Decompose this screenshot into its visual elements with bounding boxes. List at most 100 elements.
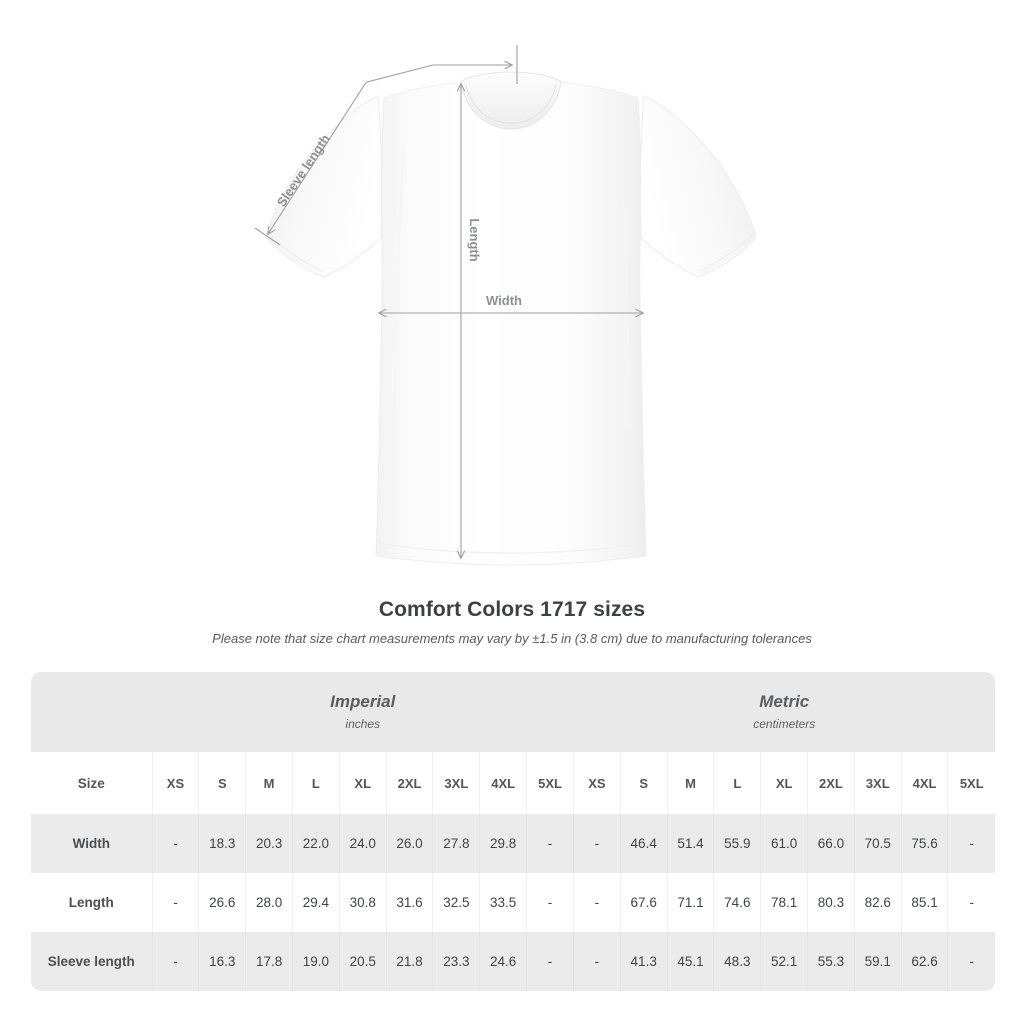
cell-width-imperial-2xl: 26.0: [385, 814, 433, 873]
cell-width-imperial-xl: 24.0: [338, 814, 387, 873]
cell-length-imperial-xl: 30.8: [338, 873, 387, 932]
unit-metric-name: Metric: [759, 692, 810, 711]
shirt-body: [375, 81, 647, 566]
cell-sleeve-metric-xl: 52.1: [760, 932, 808, 991]
col-header-imperial-2xl: 2XL: [385, 752, 433, 814]
cell-width-metric-5xl: -: [947, 814, 995, 873]
collar-inner-line: [465, 84, 557, 124]
sleeve-shoulder-segment: [364, 64, 434, 85]
cell-width-metric-xs: -: [572, 814, 621, 873]
cell-length-metric-xs: -: [572, 873, 621, 932]
cell-length-imperial-xs: -: [151, 873, 199, 932]
cell-length-imperial-s: 26.6: [198, 873, 246, 932]
col-header-metric-xs: XS: [572, 752, 621, 814]
width-label: Width: [486, 293, 522, 308]
cell-width-imperial-4xl: 29.8: [479, 814, 527, 873]
cell-sleeve-imperial-3xl: 23.3: [432, 932, 480, 991]
cell-length-metric-l: 74.6: [713, 873, 761, 932]
length-label: Length: [467, 218, 482, 261]
col-header-imperial-3xl: 3XL: [432, 752, 480, 814]
col-header-imperial-xs: XS: [151, 752, 199, 814]
unit-imperial-sub: inches: [345, 717, 381, 731]
title-block: Comfort Colors 1717 sizes Please note th…: [0, 596, 1024, 650]
cell-length-metric-4xl: 85.1: [900, 873, 948, 932]
size-header-row: Size XS S M L XL 2XL 3XL 4XL 5XL XS S M …: [31, 752, 995, 814]
cell-width-imperial-l: 22.0: [292, 814, 340, 873]
row-label-sleeve-length: Sleeve length: [31, 932, 153, 991]
sleeve-cuff-tick: [254, 227, 281, 246]
cell-length-metric-m: 71.1: [666, 873, 714, 932]
col-header-metric-l: L: [713, 752, 761, 814]
col-header-metric-4xl: 4XL: [900, 752, 948, 814]
cell-sleeve-imperial-s: 16.3: [198, 932, 246, 991]
left-sleeve-hem: [267, 232, 325, 273]
col-header-metric-m: M: [666, 752, 714, 814]
cell-sleeve-metric-s: 41.3: [619, 932, 668, 991]
unit-imperial-cell: Imperial inches: [152, 672, 574, 752]
fold-left: [393, 149, 405, 431]
page-title: Comfort Colors 1717 sizes: [378, 598, 646, 621]
cell-sleeve-imperial-2xl: 21.8: [385, 932, 433, 991]
cell-length-metric-s: 67.6: [619, 873, 668, 932]
table-row: Length - 26.6 28.0 29.4 30.8 31.6 32.5 3…: [31, 873, 995, 932]
cell-sleeve-imperial-xs: -: [151, 932, 199, 991]
cell-width-imperial-5xl: -: [526, 814, 574, 873]
unit-header-row: Imperial inches Metric centimeters: [31, 672, 995, 752]
cell-length-imperial-l: 29.4: [292, 873, 340, 932]
cell-length-metric-5xl: -: [947, 873, 995, 932]
cell-sleeve-metric-3xl: 59.1: [853, 932, 902, 991]
unit-spacer-cell: [31, 672, 153, 752]
col-header-metric-3xl: 3XL: [853, 752, 902, 814]
col-header-metric-xl: XL: [760, 752, 808, 814]
hem-line: [377, 542, 645, 554]
collar: [460, 71, 562, 130]
col-header-metric-5xl: 5XL: [947, 752, 995, 814]
col-header-metric-s: S: [619, 752, 668, 814]
cell-sleeve-metric-4xl: 62.6: [900, 932, 948, 991]
cell-width-imperial-xs: -: [151, 814, 199, 873]
table-row: Sleeve length - 16.3 17.8 19.0 20.5 21.8…: [31, 932, 995, 991]
cell-width-imperial-m: 20.3: [245, 814, 293, 873]
cell-sleeve-metric-2xl: 55.3: [807, 932, 855, 991]
cell-sleeve-imperial-xl: 20.5: [338, 932, 387, 991]
unit-imperial-name: Imperial: [330, 692, 396, 711]
cell-sleeve-metric-xs: -: [572, 932, 621, 991]
cell-width-metric-2xl: 66.0: [807, 814, 855, 873]
cell-sleeve-imperial-l: 19.0: [292, 932, 340, 991]
cell-sleeve-metric-m: 45.1: [666, 932, 714, 991]
cell-sleeve-imperial-5xl: -: [526, 932, 574, 991]
cell-sleeve-metric-5xl: -: [947, 932, 995, 991]
table-row: Width - 18.3 20.3 22.0 24.0 26.0 27.8 29…: [31, 814, 995, 873]
cell-width-metric-3xl: 70.5: [853, 814, 902, 873]
right-sleeve: [639, 95, 757, 278]
cell-width-metric-m: 51.4: [666, 814, 714, 873]
col-header-imperial-m: M: [245, 752, 293, 814]
right-sleeve-hem: [697, 232, 755, 273]
cell-width-imperial-3xl: 27.8: [432, 814, 480, 873]
col-header-imperial-s: S: [198, 752, 246, 814]
cell-sleeve-metric-l: 48.3: [713, 932, 761, 991]
cell-length-imperial-2xl: 31.6: [385, 873, 433, 932]
cell-sleeve-imperial-4xl: 24.6: [479, 932, 527, 991]
cell-width-metric-4xl: 75.6: [900, 814, 948, 873]
cell-length-imperial-3xl: 32.5: [432, 873, 480, 932]
col-header-imperial-l: L: [292, 752, 340, 814]
cell-length-imperial-5xl: -: [526, 873, 574, 932]
size-chart-table-wrapper: Imperial inches Metric centimeters Size …: [31, 672, 995, 991]
cell-width-imperial-s: 18.3: [198, 814, 246, 873]
cell-length-metric-xl: 78.1: [760, 873, 808, 932]
cell-width-metric-s: 46.4: [619, 814, 668, 873]
row-label-width: Width: [31, 814, 153, 873]
cell-width-metric-xl: 61.0: [760, 814, 808, 873]
cell-length-metric-3xl: 82.6: [853, 873, 902, 932]
col-header-imperial-4xl: 4XL: [479, 752, 527, 814]
size-chart-table: Imperial inches Metric centimeters Size …: [31, 672, 995, 991]
sleeve-diagonal-arrow: [267, 83, 366, 235]
cell-length-imperial-4xl: 33.5: [479, 873, 527, 932]
cell-length-imperial-m: 28.0: [245, 873, 293, 932]
unit-metric-sub: centimeters: [753, 717, 816, 731]
cell-width-metric-l: 55.9: [713, 814, 761, 873]
tshirt-garment: [265, 71, 757, 566]
row-label-length: Length: [31, 873, 153, 932]
size-label-cell: Size: [31, 752, 153, 814]
